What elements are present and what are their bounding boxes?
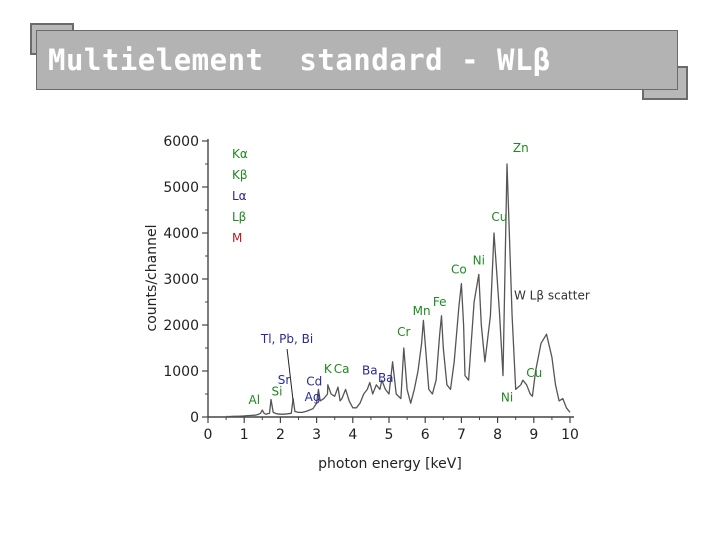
annotation-label: Mn (413, 304, 431, 318)
slide-title: Multielement standard - WLβ (48, 43, 551, 77)
annotation-label: Al (249, 393, 261, 407)
x-tick-label: 8 (493, 427, 502, 443)
annotation-label: Tl, Pb, Bi (260, 332, 313, 346)
y-tick-label: 0 (190, 410, 199, 426)
annotation-label: Ba (362, 364, 378, 378)
x-axis-label: photon energy [keV] (318, 456, 462, 472)
legend-entry: M (232, 231, 242, 245)
annotation-label: Zn (513, 141, 529, 155)
annotation-label: Cr (397, 325, 410, 339)
annotation-label: Fe (433, 295, 447, 309)
x-tick-label: 2 (276, 427, 285, 443)
x-tick-label: 1 (240, 427, 249, 443)
chart-ticks: 0 1 2 3 4 5 6 7 8 9 10 0 1000 2000 3000 4000 5000 6000 (163, 134, 579, 443)
x-tick-label: 9 (529, 427, 538, 443)
annotation-label: Ba (378, 371, 394, 385)
y-tick-label: 1000 (163, 364, 199, 380)
x-tick-label: 0 (204, 427, 213, 443)
annotation-pointer (286, 348, 294, 401)
annotation-label: Cu (491, 210, 507, 224)
x-tick-label: 3 (312, 427, 321, 443)
x-tick-label: 4 (348, 427, 357, 443)
y-tick-label: 2000 (163, 318, 199, 334)
x-tick-label: 5 (385, 427, 394, 443)
x-tick-label: 6 (421, 427, 430, 443)
annotation-label: Sr (278, 373, 291, 387)
y-tick-label: 5000 (163, 180, 199, 196)
spectrum-line (226, 163, 571, 418)
title-banner (36, 30, 678, 90)
x-tick-label: 7 (457, 427, 466, 443)
legend-entry: Lα (232, 189, 247, 203)
annotation-label: Cd (306, 375, 322, 389)
y-tick-label: 6000 (163, 134, 199, 150)
annotation-label: Cu (526, 366, 542, 380)
annotation-label: Ca (334, 362, 350, 376)
y-tick-label: 3000 (163, 272, 199, 288)
x-tick-label: 10 (561, 427, 579, 443)
y-axis-label: counts/channel (144, 225, 160, 332)
legend-entry: Kβ (232, 168, 248, 182)
annotation-label: Ni (473, 253, 485, 267)
legend-entry: Kα (232, 147, 248, 161)
annotation-label: K (324, 362, 333, 376)
chart-legend: Kα Kβ Lα Lβ M (232, 147, 248, 245)
annotation-label: W Lβ scatter (514, 289, 590, 303)
annotation-label: Ni (501, 390, 513, 404)
legend-entry: Lβ (232, 210, 246, 224)
annotation-label: Si (272, 385, 283, 399)
annotation-label: Ag (305, 390, 321, 404)
y-tick-label: 4000 (163, 226, 199, 242)
annotation-label: Co (451, 263, 467, 277)
